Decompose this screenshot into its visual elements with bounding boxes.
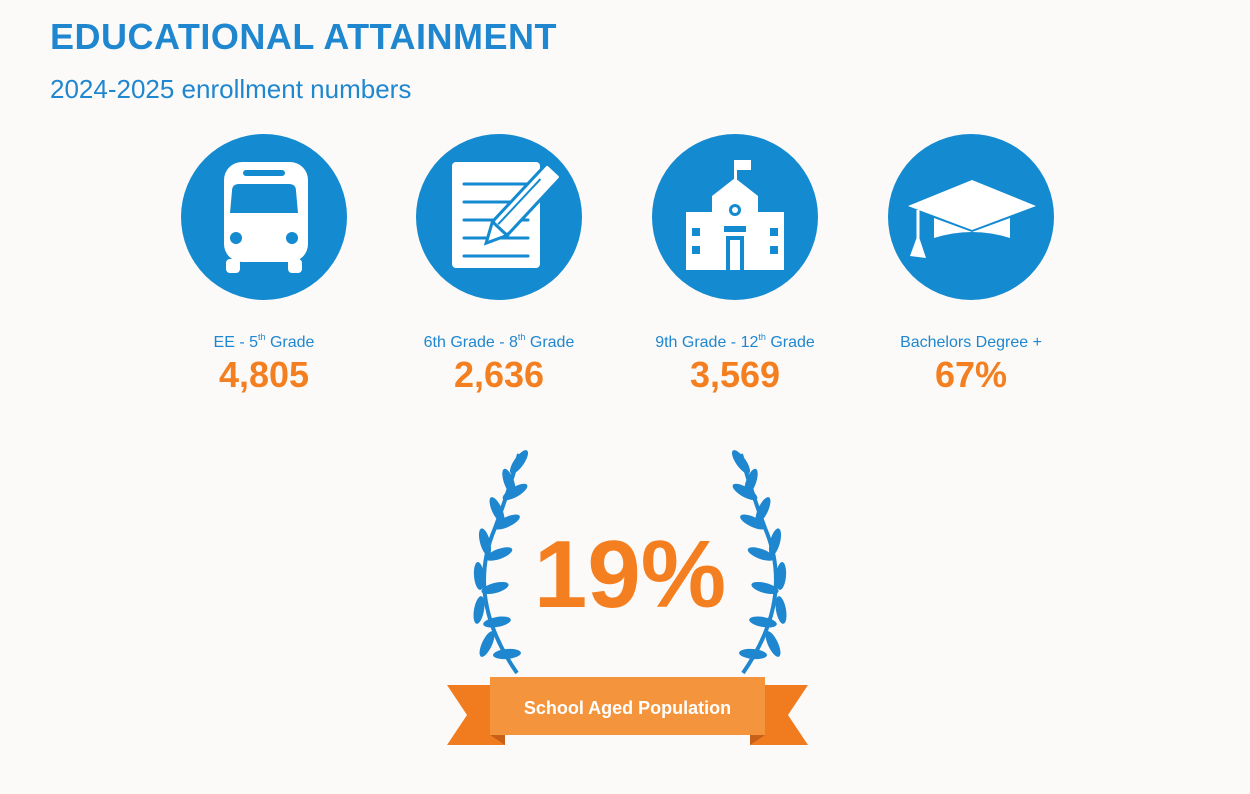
- stat-value: 3,569: [689, 354, 781, 395]
- stat-label: 6th Grade - 8th Grade: [423, 332, 575, 351]
- stat-label: 9th Grade - 12th Grade: [655, 332, 815, 351]
- school-bus-icon: [224, 162, 308, 273]
- school-building-icon: [686, 160, 784, 270]
- stat-circle: [652, 134, 818, 300]
- highlight-value: 19%: [533, 521, 727, 628]
- stat-circle: [181, 134, 347, 300]
- stat-value: 67%: [934, 354, 1008, 395]
- stat-label: EE - 5th Grade: [213, 332, 315, 351]
- stat-middle-school: 6th Grade - 8th Grade 2,636: [381, 134, 617, 395]
- laurel-left-icon: [473, 450, 529, 675]
- stat-elementary: EE - 5th Grade 4,805: [146, 134, 382, 395]
- stat-circle: [888, 134, 1054, 300]
- stat-value: 4,805: [218, 354, 310, 395]
- stat-value: 2,636: [453, 354, 545, 395]
- ribbon-banner-icon: [447, 677, 808, 745]
- notepad-pencil-icon: [452, 162, 562, 268]
- graduation-cap-icon: [908, 180, 1036, 258]
- stat-label: Bachelors Degree +: [900, 334, 1042, 351]
- stat-circle: [416, 134, 582, 300]
- stat-high-school: 9th Grade - 12th Grade 3,569: [617, 134, 853, 395]
- page-subtitle: 2024-2025 enrollment numbers: [50, 74, 412, 104]
- page-title: EDUCATIONAL ATTAINMENT: [50, 16, 557, 57]
- stat-bachelors: Bachelors Degree + 67%: [853, 134, 1089, 395]
- ribbon-label: School Aged Population: [523, 698, 732, 718]
- laurel-right-icon: [731, 450, 787, 675]
